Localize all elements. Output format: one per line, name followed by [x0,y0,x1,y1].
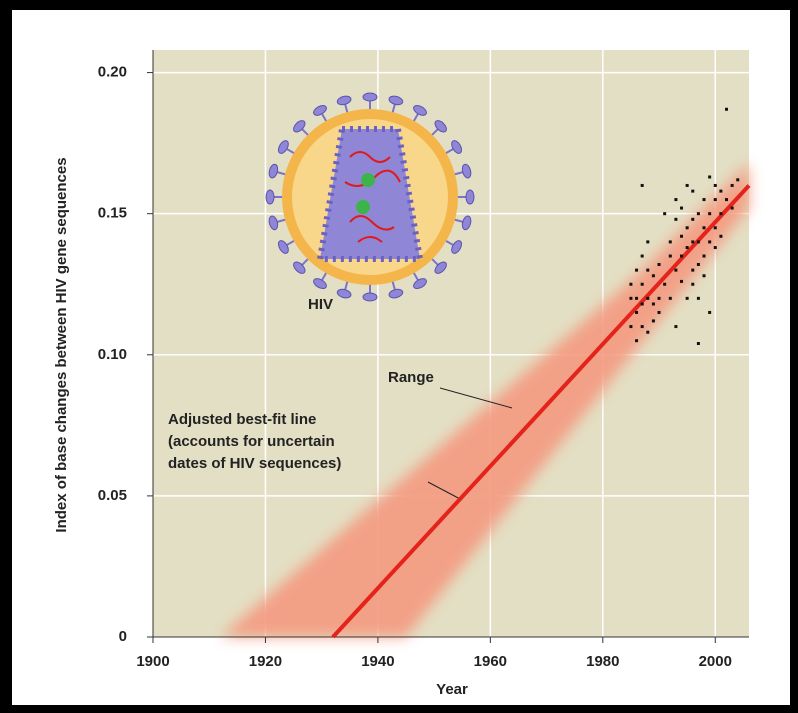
point [635,339,638,342]
x-tick-label: 1900 [136,653,169,670]
point [641,302,644,305]
y-tick-label: 0.10 [98,346,127,363]
point [629,283,632,286]
hiv-illustration [266,93,474,301]
fit-label: Adjusted best-fit line [168,411,316,428]
point [697,297,700,300]
point [703,255,706,258]
point [646,240,649,243]
point [708,311,711,314]
point [658,311,661,314]
point [691,283,694,286]
y-tick-label: 0.05 [98,487,127,504]
x-tick-label: 1940 [361,653,394,670]
point [669,240,672,243]
point [691,269,694,272]
x-tick-label: 2000 [699,653,732,670]
point [658,263,661,266]
point [703,226,706,229]
spike-head [363,293,377,301]
x-tick-label: 1960 [474,653,507,670]
virus-label: HIV [308,296,333,313]
point [731,184,734,187]
point [674,325,677,328]
point [708,175,711,178]
point [635,311,638,314]
point [719,235,722,238]
point [719,190,722,193]
point [646,269,649,272]
point [708,240,711,243]
point [641,255,644,258]
point [641,184,644,187]
point [652,319,655,322]
point [686,246,689,249]
point [652,274,655,277]
point [669,297,672,300]
point [674,269,677,272]
point [686,297,689,300]
x-axis-title: Year [436,681,468,698]
point [669,255,672,258]
point [714,246,717,249]
spike-head [266,190,274,204]
y-tick-label: 0.20 [98,64,127,81]
point [703,274,706,277]
enzyme [361,173,375,187]
point [708,212,711,215]
point [725,108,728,111]
point [719,212,722,215]
point [680,255,683,258]
y-tick-label: 0 [119,628,127,645]
spike-head [363,93,377,101]
point [691,190,694,193]
enzyme [356,200,370,214]
point [635,297,638,300]
point [629,325,632,328]
point [686,226,689,229]
point [658,297,661,300]
point [697,240,700,243]
point [680,235,683,238]
point [663,212,666,215]
point [691,240,694,243]
chart: HIV Range Adjusted best-fit line (accoun… [0,0,798,713]
point [697,263,700,266]
point [697,212,700,215]
point [697,342,700,345]
point [714,226,717,229]
point [646,331,649,334]
point [641,325,644,328]
point [635,269,638,272]
point [674,218,677,221]
point [686,184,689,187]
x-tick-label: 1980 [586,653,619,670]
point [646,297,649,300]
y-axis-title: Index of base changes between HIV gene s… [53,157,70,532]
point [652,302,655,305]
y-tick-label: 0.15 [98,205,127,222]
fit-label: (accounts for uncertain [168,433,335,450]
x-tick-label: 1920 [249,653,282,670]
point [714,198,717,201]
point [731,207,734,210]
point [680,207,683,210]
point [674,198,677,201]
point [714,184,717,187]
spike-head [466,190,474,204]
point [680,280,683,283]
point [736,178,739,181]
point [641,283,644,286]
fit-label: dates of HIV sequences) [168,455,341,472]
point [725,198,728,201]
range-label: Range [388,369,434,386]
point [629,297,632,300]
point [663,283,666,286]
point [703,198,706,201]
point [691,218,694,221]
frame: HIV Range Adjusted best-fit line (accoun… [0,0,798,713]
